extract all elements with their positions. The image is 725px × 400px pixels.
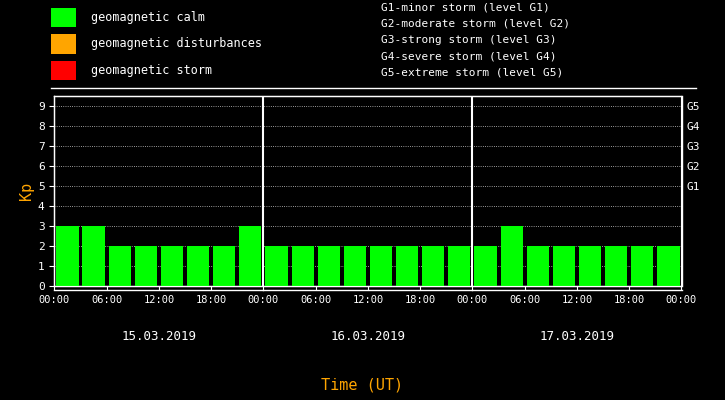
Bar (51, 61, 76, 80)
Bar (51, 8, 76, 27)
Bar (57, 226, 78, 286)
Text: 17.03.2019: 17.03.2019 (539, 330, 615, 343)
Text: G1-minor storm (level G1): G1-minor storm (level G1) (381, 3, 550, 13)
Text: 16.03.2019: 16.03.2019 (331, 330, 405, 343)
Bar (213, 246, 236, 286)
Text: G4-severe storm (level G4): G4-severe storm (level G4) (381, 52, 556, 62)
Bar (422, 246, 444, 286)
Bar (448, 246, 471, 286)
Bar (370, 246, 392, 286)
Bar (631, 246, 653, 286)
Text: 15.03.2019: 15.03.2019 (121, 330, 196, 343)
Bar (265, 246, 288, 286)
Bar (135, 246, 157, 286)
Text: geomagnetic calm: geomagnetic calm (91, 11, 204, 24)
Bar (239, 226, 262, 286)
Text: Time (UT): Time (UT) (321, 377, 404, 392)
Bar (51, 34, 76, 54)
Bar (396, 246, 418, 286)
Bar (344, 246, 366, 286)
Bar (318, 246, 340, 286)
Bar (83, 226, 104, 286)
Text: G5-extreme storm (level G5): G5-extreme storm (level G5) (381, 68, 563, 78)
Bar (187, 246, 210, 286)
Bar (500, 226, 523, 286)
Text: G2-moderate storm (level G2): G2-moderate storm (level G2) (381, 19, 570, 29)
Text: geomagnetic disturbances: geomagnetic disturbances (91, 38, 262, 50)
Bar (658, 246, 679, 286)
Text: geomagnetic storm: geomagnetic storm (91, 64, 212, 77)
Y-axis label: Kp: Kp (19, 182, 34, 200)
Text: G3-strong storm (level G3): G3-strong storm (level G3) (381, 35, 556, 45)
Bar (579, 246, 601, 286)
Bar (605, 246, 627, 286)
Bar (552, 246, 575, 286)
Bar (526, 246, 549, 286)
Bar (161, 246, 183, 286)
Bar (291, 246, 314, 286)
Bar (474, 246, 497, 286)
Bar (109, 246, 130, 286)
